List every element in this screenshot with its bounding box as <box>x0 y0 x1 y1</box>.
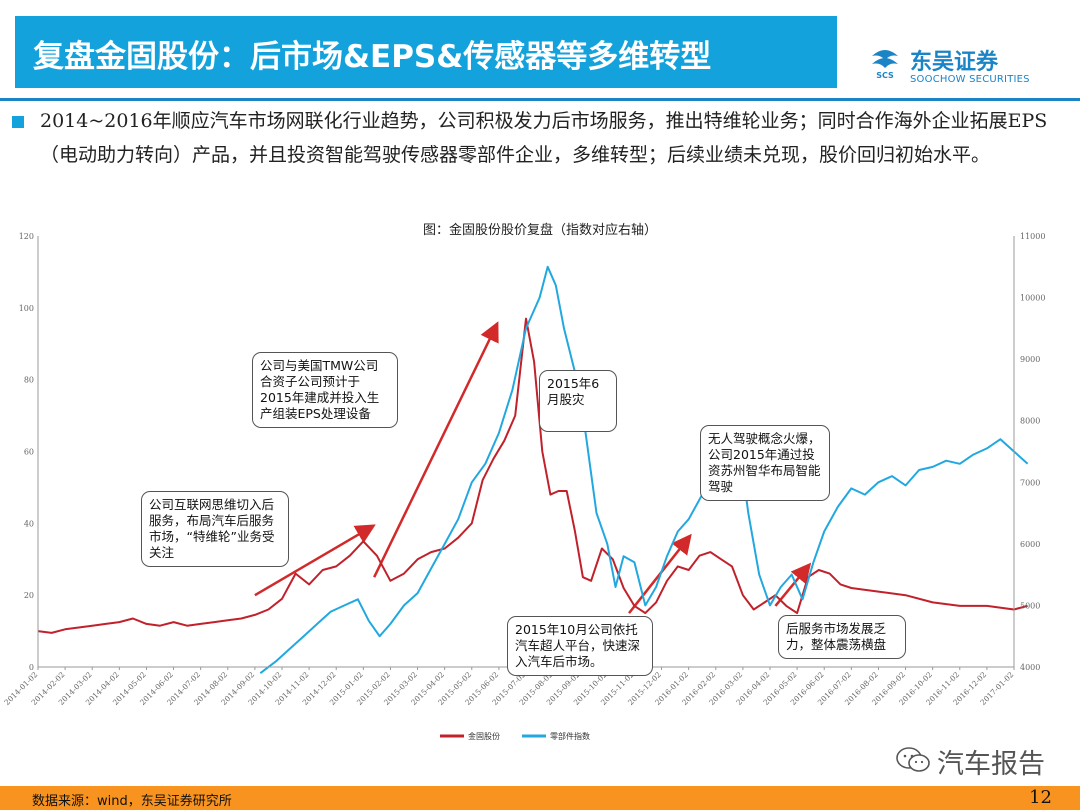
y-left-tick-label: 100 <box>19 304 34 313</box>
y-right-tick-label: 6000 <box>1020 540 1040 549</box>
title-bar: 复盘金固股份：后市场&EPS&传感器等多维转型 <box>15 16 837 88</box>
y-right-tick-label: 7000 <box>1020 478 1040 487</box>
annotation-sideways: 后服务市场发展乏力，整体震荡横盘 <box>778 615 906 659</box>
stock-chart: 0 20 40 60 80 100 120 4000 5000 6000 7000 8000 9000 1… <box>2 232 1045 741</box>
logo-name-cn: 东吴证券 <box>910 50 999 75</box>
logo-mark-text: SCS <box>876 71 894 80</box>
chart-title: 图：金固股份股价复盘（指数对应右轴） <box>422 223 657 238</box>
page-number: 12 <box>1029 787 1052 808</box>
logo-name-en: SOOCHOW SECURITIES <box>910 74 1030 85</box>
watermark-text: 汽车报告 <box>937 749 1045 780</box>
series-line-index <box>259 265 1029 674</box>
summary-paragraph: 2014~2016年顺应汽车市场网联化行业趋势，公司积极发力后市场服务，推出特维… <box>40 110 1048 166</box>
y-right-tick-label: 10000 <box>1020 294 1045 303</box>
annotation-aftermarket: 公司互联网思维切入后服务，布局汽车后服务市场，“特维轮”业务受关注 <box>141 491 289 567</box>
bullet-square-icon <box>12 116 24 128</box>
y-right-tick-label: 9000 <box>1020 355 1040 364</box>
watermark: 汽车报告 <box>895 742 1055 782</box>
y-left-tick-label: 120 <box>19 232 34 241</box>
y-right-tick-label: 4000 <box>1020 663 1040 672</box>
y-left-tick-label: 0 <box>29 663 34 672</box>
footer-bar: 数据来源：wind，东吴证券研究所 12 <box>0 786 1080 810</box>
legend-label: 金固股份 <box>468 731 500 741</box>
legend-label: 零部件指数 <box>550 731 590 741</box>
annotation-oct-2015: 2015年10月公司依托汽车超人平台，快速深入汽车后市场。 <box>507 616 653 676</box>
trend-arrow <box>373 321 499 578</box>
y-left-tick-label: 40 <box>24 519 34 528</box>
y-right-tick-label: 5000 <box>1020 601 1040 610</box>
y-left-tick-label: 20 <box>24 591 34 600</box>
y-right-tick-label: 11000 <box>1020 232 1045 241</box>
y-left-tick-label: 80 <box>24 376 34 385</box>
page-title: 复盘金固股份：后市场&EPS&传感器等多维转型 <box>33 39 712 75</box>
y-right-tick-label: 8000 <box>1020 417 1040 426</box>
wechat-icon <box>896 747 930 772</box>
data-source: 数据来源：wind，东吴证券研究所 <box>32 794 232 809</box>
annotation-crash: 2015年6月股灾 <box>539 370 617 432</box>
y-left-tick-label: 60 <box>24 448 34 457</box>
annotation-eps: 公司与美国TMW公司合资子公司预计于2015年建成并投入生产组装EPS处理设备 <box>252 352 398 428</box>
header-divider <box>0 98 1080 101</box>
trend-arrow <box>254 524 376 597</box>
logo-mark-icon: SCS <box>872 50 898 80</box>
company-logo: SCS 东吴证券 SOOCHOW SECURITIES <box>868 44 1068 94</box>
series-line-stock <box>37 317 1028 634</box>
annotation-autonomous: 无人驾驶概念火爆，公司2015年通过投资苏州智华布局智能驾驶 <box>700 425 830 501</box>
trend-arrow <box>628 533 692 614</box>
